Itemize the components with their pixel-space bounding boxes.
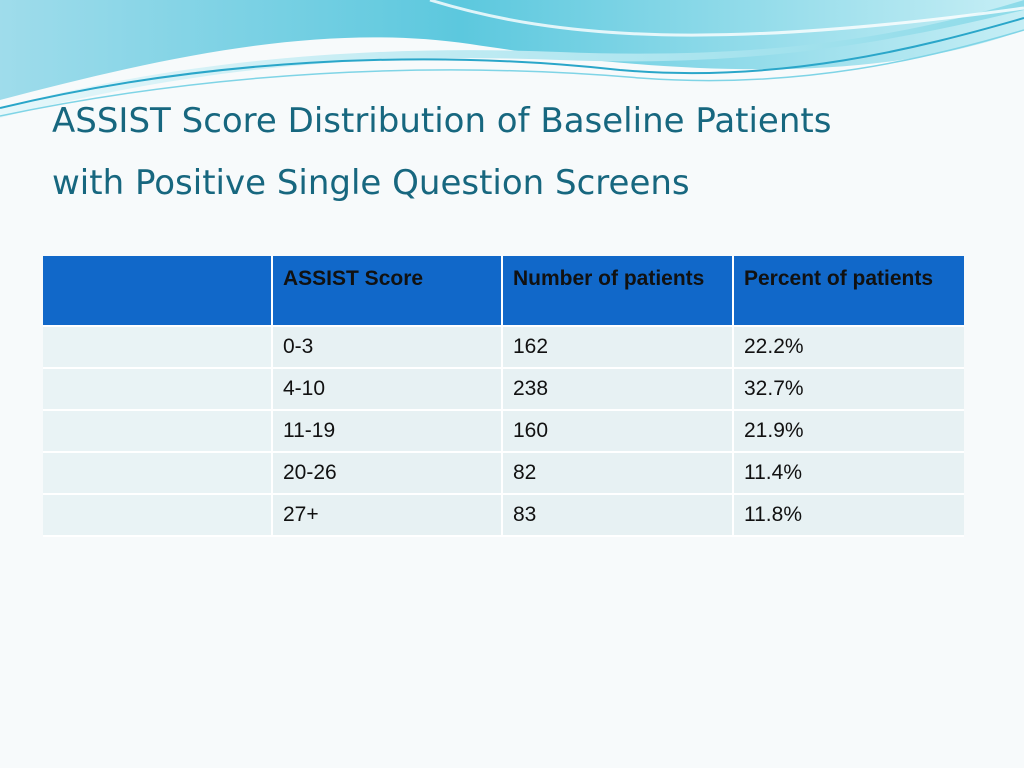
table-row: 4-10 238 32.7% xyxy=(43,368,964,411)
percent-of-patients-cell: 32.7% xyxy=(733,368,964,411)
slide-title-line-1: ASSIST Score Distribution of Baseline Pa… xyxy=(52,101,832,141)
slide-title-line-2: with Positive Single Question Screens xyxy=(52,163,690,203)
assist-score-cell: 20-26 xyxy=(272,452,503,495)
row-stub-cell xyxy=(43,368,273,411)
table-row: 0-3 162 22.2% xyxy=(43,326,964,369)
slide-title: ASSIST Score Distribution of Baseline Pa… xyxy=(52,90,992,214)
header-cell-percent-of-patients: Percent of patients xyxy=(733,256,964,327)
assist-score-cell: 11-19 xyxy=(272,410,503,453)
table-header-row: ASSIST Score Number of patients Percent … xyxy=(43,256,964,327)
assist-score-cell: 27+ xyxy=(272,494,503,537)
row-stub-cell xyxy=(43,452,273,495)
number-of-patients-cell: 162 xyxy=(502,326,734,369)
header-cell-number-of-patients: Number of patients xyxy=(502,256,734,327)
row-stub-cell xyxy=(43,410,273,453)
table-row: 27+ 83 11.8% xyxy=(43,494,964,537)
assist-score-table: ASSIST Score Number of patients Percent … xyxy=(43,256,964,537)
row-stub-cell xyxy=(43,494,273,537)
row-stub-cell xyxy=(43,326,273,369)
number-of-patients-cell: 82 xyxy=(502,452,734,495)
percent-of-patients-cell: 21.9% xyxy=(733,410,964,453)
header-cell-stub xyxy=(43,256,273,327)
header-wave-decoration xyxy=(0,0,1024,118)
assist-score-cell: 4-10 xyxy=(272,368,503,411)
table-row: 20-26 82 11.4% xyxy=(43,452,964,495)
percent-of-patients-cell: 11.8% xyxy=(733,494,964,537)
header-cell-assist-score: ASSIST Score xyxy=(272,256,503,327)
percent-of-patients-cell: 11.4% xyxy=(733,452,964,495)
number-of-patients-cell: 83 xyxy=(502,494,734,537)
percent-of-patients-cell: 22.2% xyxy=(733,326,964,369)
table-row: 11-19 160 21.9% xyxy=(43,410,964,453)
number-of-patients-cell: 238 xyxy=(502,368,734,411)
number-of-patients-cell: 160 xyxy=(502,410,734,453)
assist-score-cell: 0-3 xyxy=(272,326,503,369)
